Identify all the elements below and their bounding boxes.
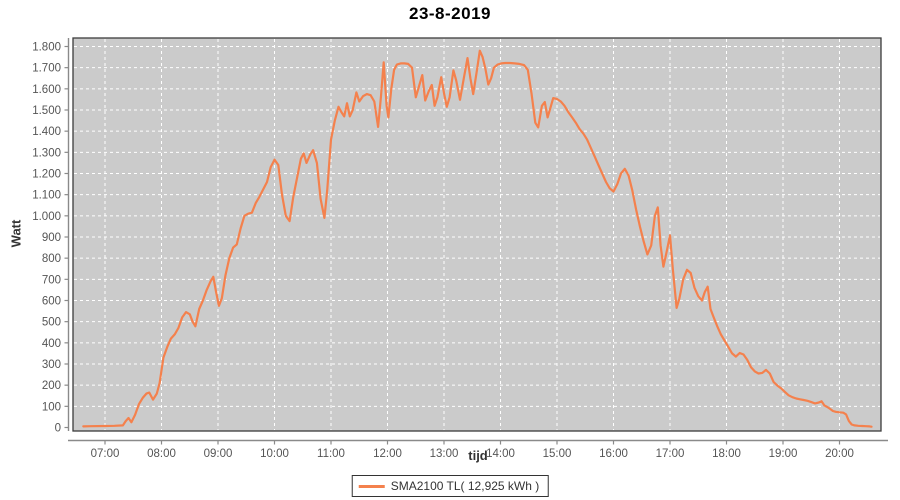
y-tick-label: 1.100 bbox=[32, 190, 61, 202]
series-line-sma2100 bbox=[82, 49, 873, 428]
x-tick-label: 09:00 bbox=[204, 448, 233, 460]
x-tick-label: 14:00 bbox=[486, 448, 515, 460]
y-tick-label: 1.700 bbox=[32, 63, 61, 75]
x-tick-label: 18:00 bbox=[712, 448, 741, 460]
x-tick-label: 17:00 bbox=[656, 448, 685, 460]
x-axis-title: tijd bbox=[468, 448, 488, 463]
y-tick-label: 1.200 bbox=[32, 169, 61, 181]
y-tick-label: 300 bbox=[42, 359, 61, 371]
y-tick-label: 200 bbox=[42, 380, 61, 392]
y-axis-title: Watt bbox=[8, 219, 24, 248]
y-tick-label: 800 bbox=[42, 253, 61, 265]
y-tick-label: 1.600 bbox=[32, 84, 61, 96]
y-tick-label: 700 bbox=[42, 274, 61, 286]
y-tick-label: 100 bbox=[42, 401, 61, 413]
x-tick-label: 19:00 bbox=[769, 448, 798, 460]
y-tick-label: 0 bbox=[55, 423, 61, 435]
plot-background bbox=[73, 38, 881, 431]
legend-line-swatch-icon bbox=[358, 484, 385, 488]
x-tick-label: 11:00 bbox=[317, 448, 345, 460]
y-tick-label: 1.300 bbox=[32, 147, 61, 159]
x-tick-label: 12:00 bbox=[373, 448, 402, 460]
x-tick-label: 10:00 bbox=[260, 448, 289, 460]
x-tick-label: 20:00 bbox=[825, 448, 854, 460]
legend-label: SMA2100 TL( 12,925 kWh ) bbox=[390, 479, 540, 493]
y-tick-label: 1.800 bbox=[32, 42, 61, 54]
x-tick-label: 08:00 bbox=[147, 448, 176, 460]
x-tick-label: 07:00 bbox=[91, 448, 120, 460]
y-tick-label: 1.400 bbox=[32, 126, 61, 138]
legend: SMA2100 TL( 12,925 kWh ) bbox=[351, 475, 549, 497]
y-tick-label: 1.500 bbox=[32, 105, 61, 117]
y-axis: 0 100 200 300 400 500 600 700 800 900 1.000 1.100 1.… bbox=[32, 38, 70, 435]
y-tick-label: 500 bbox=[42, 317, 61, 329]
x-tick-label: 15:00 bbox=[543, 448, 572, 460]
y-tick-label: 600 bbox=[42, 296, 61, 308]
x-axis: 07:00 08:00 09:00 10:00 11:00 12:00 13:00 14:00… bbox=[68, 439, 888, 460]
y-tick-label: 400 bbox=[42, 338, 61, 350]
chart-title: 23-8-2019 bbox=[408, 4, 491, 23]
y-tick-label: 900 bbox=[42, 232, 61, 244]
y-tick-label: 1.000 bbox=[32, 211, 61, 223]
x-tick-label: 13:00 bbox=[430, 448, 459, 460]
x-tick-label: 16:00 bbox=[599, 448, 628, 460]
plot-border bbox=[72, 37, 882, 432]
